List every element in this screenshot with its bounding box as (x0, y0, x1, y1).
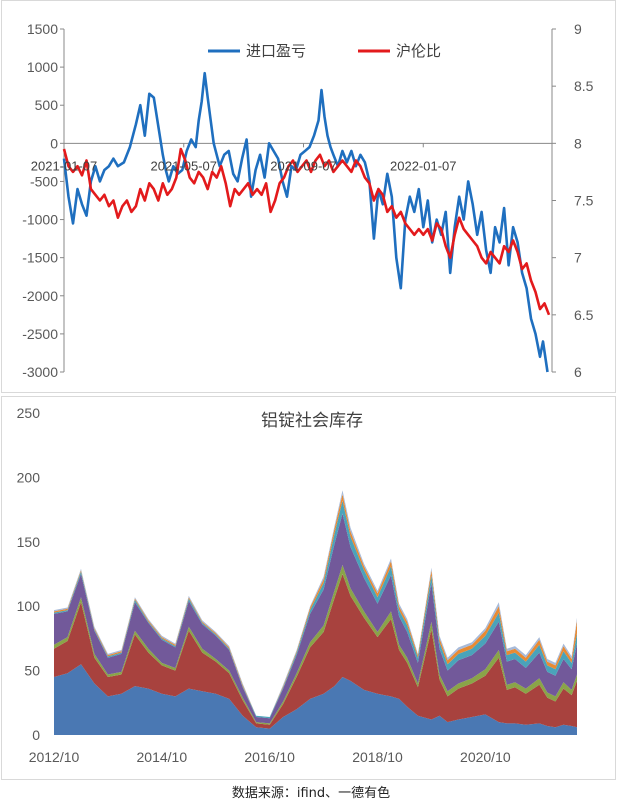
series-lines (62, 71, 551, 373)
area-chart-panel: 250 200 150 100 50 0 2012/10 2014/10 2016/10 201… (1, 396, 616, 780)
left-tick-label: 1500 (27, 21, 58, 37)
source-note: 数据来源：ifind、一德有色 (231, 786, 391, 801)
left-tick-label: -1500 (22, 250, 58, 266)
import-profit-chart: 1500 1000 500 0 -500 -1000 -1500 -2000 -2500 -300… (22, 21, 594, 380)
y-axis-ticks: 250 200 150 100 50 0 (17, 405, 41, 743)
legend-label-import-profit: 进口盈亏 (246, 43, 306, 60)
right-tick-label: 7 (574, 250, 582, 266)
axes (63, 29, 553, 372)
x-tick-label: 2021-01-07 (31, 158, 98, 173)
x-tick-label: 2016/10 (244, 749, 295, 765)
left-y-axis-ticks: 1500 1000 500 0 -500 -1000 -1500 -2000 -2500 -300… (22, 21, 64, 380)
right-tick-label: 6 (574, 364, 582, 380)
left-tick-label: 500 (35, 97, 59, 113)
left-tick-label: -500 (30, 173, 58, 189)
left-tick-label: -3000 (22, 364, 58, 380)
y-tick-label: 100 (17, 598, 41, 614)
x-tick-label: 2020/10 (460, 749, 511, 765)
line-chart-panel: 1500 1000 500 0 -500 -1000 -1500 -2000 -2500 -300… (1, 0, 616, 393)
series-line-import-profit (62, 71, 549, 373)
right-tick-label: 8 (574, 135, 582, 151)
chart-title: 铝锭社会库存 (261, 411, 363, 430)
x-tick-label: 2018/10 (352, 749, 403, 765)
y-tick-label: 50 (24, 663, 40, 679)
x-axis-ticks: 2012/10 2014/10 2016/10 2018/10 2020/10 (29, 749, 511, 765)
right-tick-label: 9 (574, 21, 582, 37)
legend-label-sh-ldn-ratio: 沪伦比 (396, 43, 441, 60)
area-series-2 (54, 574, 577, 729)
left-tick-label: 1000 (27, 59, 58, 75)
x-tick-label: 2021-09-07 (270, 158, 337, 173)
y-tick-label: 150 (17, 534, 41, 550)
left-tick-label: 0 (50, 135, 58, 151)
x-tick-label: 2022-01-07 (390, 158, 457, 173)
y-tick-label: 200 (17, 469, 41, 485)
left-tick-label: -1000 (22, 212, 58, 228)
area-series-1 (54, 664, 577, 735)
right-tick-label: 7.5 (574, 193, 594, 209)
x-axis-ticks: 2021-01-07 2021-05-07 2021-09-07 2022-01-07 (31, 143, 457, 173)
y-tick-label: 0 (32, 727, 40, 743)
x-tick-label: 2021-05-07 (151, 158, 218, 173)
left-tick-label: -2500 (22, 326, 58, 342)
area-series-5 (54, 500, 577, 719)
legend: 进口盈亏 沪伦比 (208, 43, 441, 60)
right-y-axis-ticks: 9 8.5 8 7.5 7 6.5 6 (552, 21, 594, 380)
area-series-4 (54, 513, 577, 724)
right-tick-label: 8.5 (574, 78, 594, 94)
stacked-areas (54, 490, 577, 735)
left-tick-label: -2000 (22, 288, 58, 304)
x-tick-label: 2012/10 (29, 749, 80, 765)
x-tick-label: 2014/10 (137, 749, 188, 765)
y-tick-label: 250 (17, 405, 41, 421)
right-tick-label: 6.5 (574, 307, 594, 323)
series-line-sh-ldn-ratio (62, 147, 551, 316)
